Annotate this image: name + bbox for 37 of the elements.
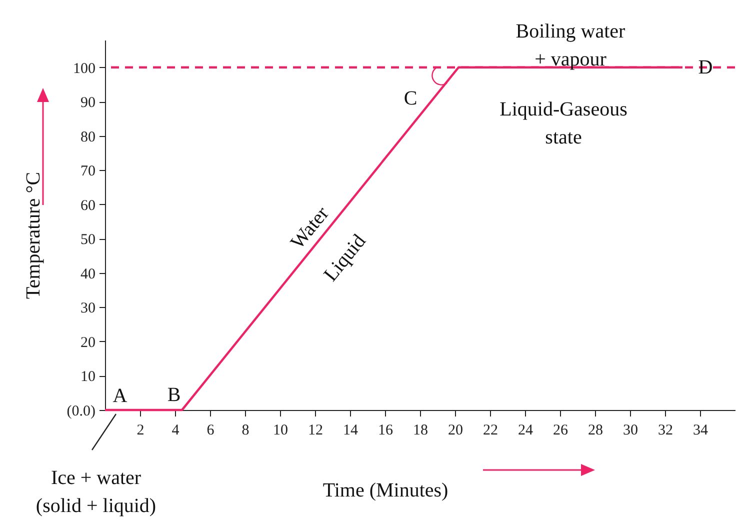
annotation: B	[167, 384, 181, 406]
y-tick-label: 80	[80, 129, 96, 146]
x-tick-label: 14	[343, 422, 358, 438]
y-tick-label: 60	[80, 198, 96, 214]
y-tick-label: (0.0)	[66, 404, 96, 420]
text: Ice + water (solid + liquid)	[36, 467, 156, 517]
x-axis-title: Time (Minutes)	[322, 480, 448, 502]
x-tick-label: 6	[206, 422, 215, 438]
x-tick-label: 32	[658, 422, 673, 438]
annotation: C	[404, 87, 418, 110]
x-tick-label: 34	[693, 422, 708, 438]
y-tick-label: 20	[80, 334, 96, 351]
y-tick-label: 90	[80, 95, 96, 112]
x-tick-label: 16	[378, 422, 394, 438]
x-tick-label: 26	[553, 422, 568, 438]
y-tick-label: 100	[73, 60, 96, 77]
y-tick-label: 40	[80, 266, 96, 282]
annotation: A	[112, 385, 128, 407]
x-tick-label: 8	[242, 422, 250, 438]
y-tick-label: 30	[80, 300, 96, 317]
x-tick-label: 2	[136, 422, 144, 438]
y-tick-label: 50	[80, 232, 96, 248]
x-tick-label: 4	[172, 422, 180, 438]
x-tick-label: 18	[413, 422, 428, 438]
annotation: Liquid-Gaseous state	[500, 98, 628, 148]
annotation: D	[698, 56, 713, 78]
annotation: Boiling water + vapour	[516, 20, 626, 70]
y-tick-label: 70	[80, 164, 96, 180]
x-tick-label: 12	[308, 422, 323, 438]
y-tick-label: 10	[80, 369, 96, 386]
x-tick-label: 30	[623, 422, 638, 438]
x-tick-label: 24	[518, 422, 534, 438]
x-tick-label: 28	[588, 422, 603, 438]
x-tick-label: 10	[273, 422, 288, 438]
y-axis-title: Temperature °C	[22, 172, 44, 300]
x-tick-label: 20	[448, 422, 463, 438]
x-tick-label: 22	[483, 422, 498, 438]
